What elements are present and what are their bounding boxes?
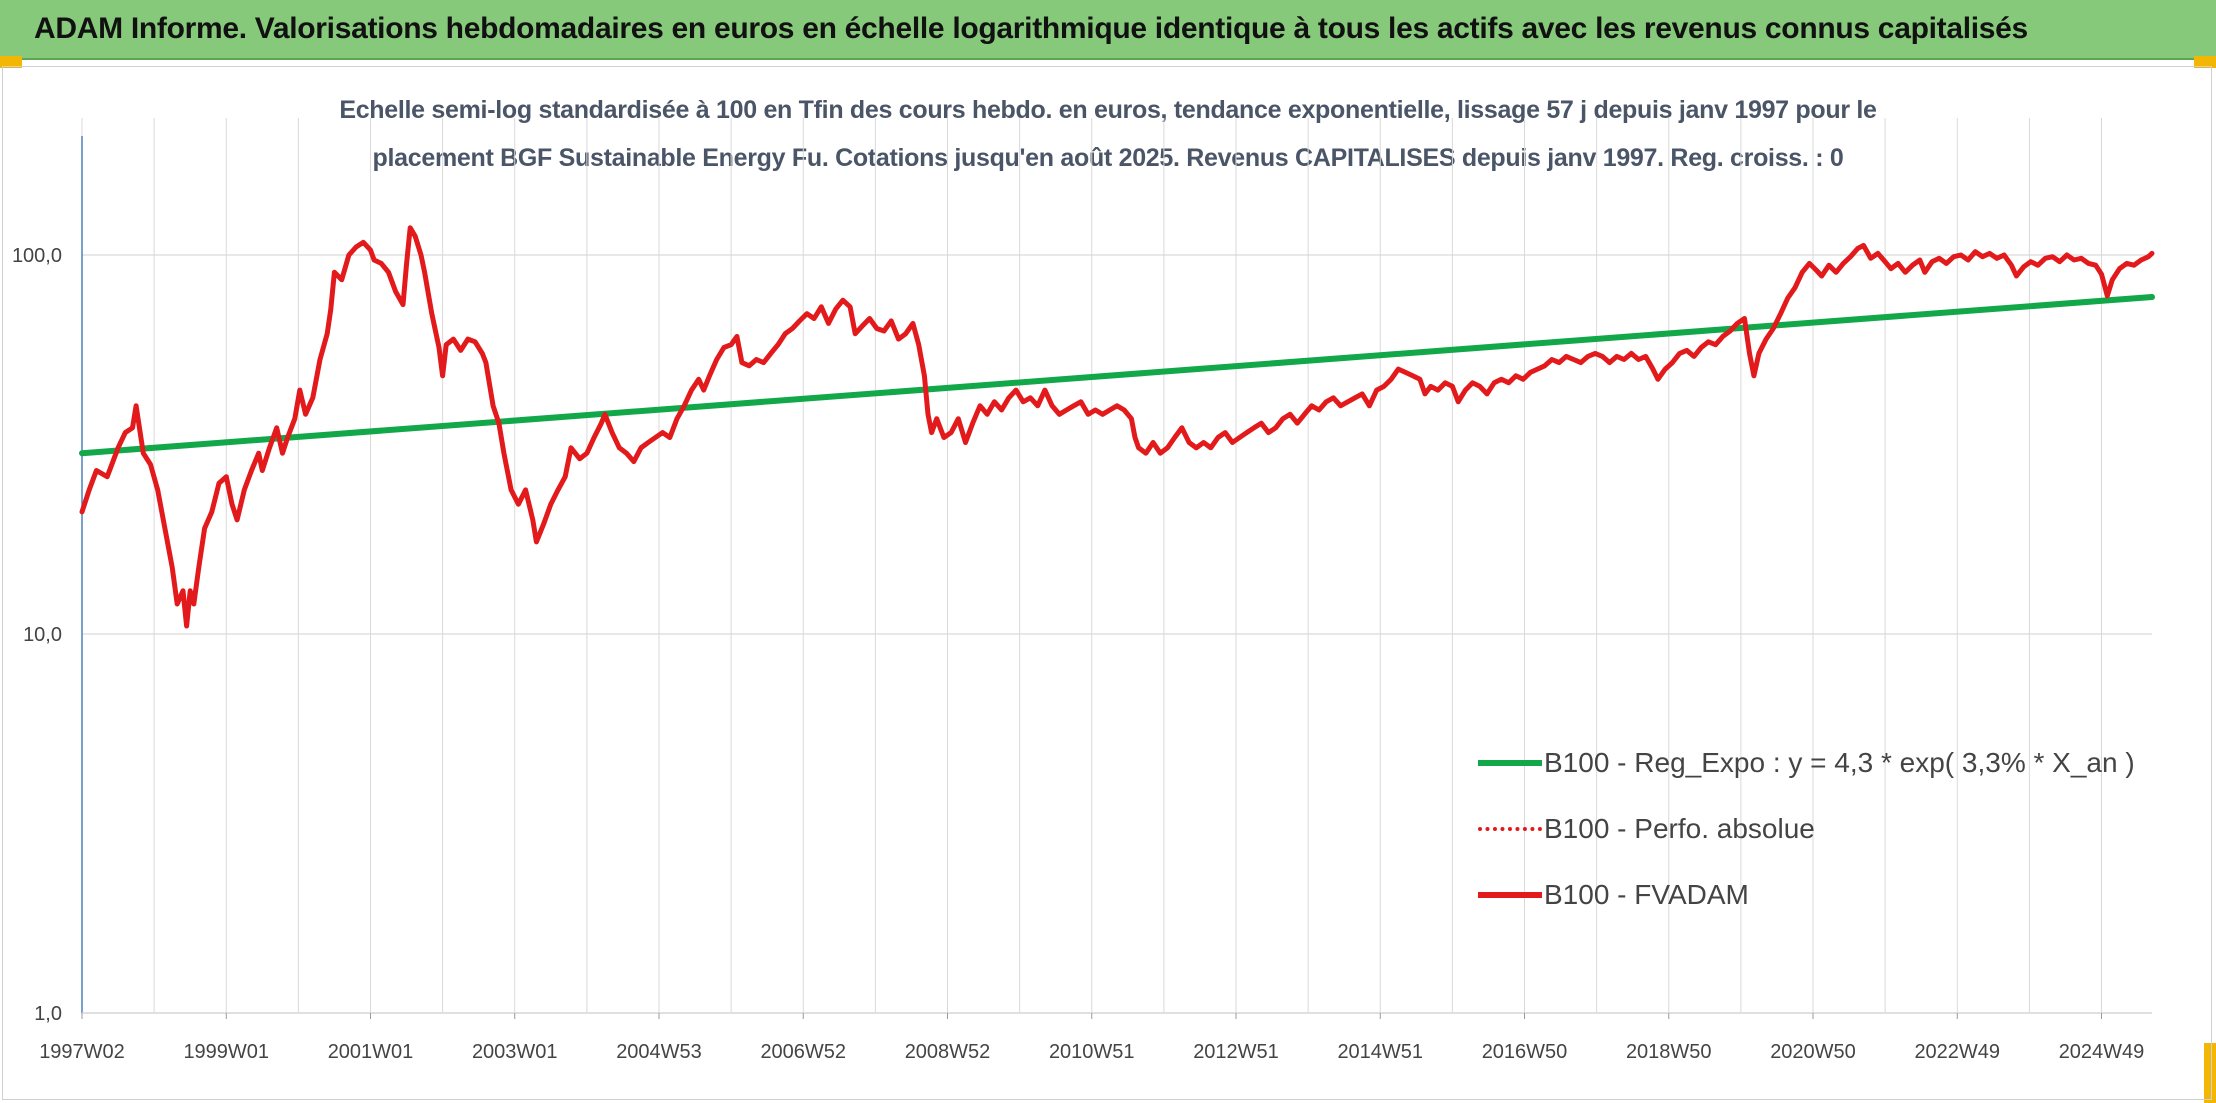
axis-ticks: 100,0 10,0 1,0 1997W02 1999W01 2001W01 2003W01…: [12, 136, 2152, 1063]
y-tick-label: 1,0: [34, 1003, 62, 1025]
x-tick-label: 2004W53: [616, 1041, 702, 1063]
x-tick-label: 1997W02: [39, 1041, 125, 1063]
legend-swatch-fvadam: [1478, 892, 1542, 898]
page-title: ADAM Informe. Valorisations hebdomadaire…: [0, 0, 2216, 60]
x-tick-label: 2018W50: [1626, 1041, 1712, 1063]
x-tick-label: 2001W01: [328, 1041, 414, 1063]
legend-item-absolute: B100 - Perfo. absolue: [1478, 796, 2135, 862]
series-line-solid-green: [79, 294, 2155, 457]
x-tick-label: 2008W52: [905, 1041, 991, 1063]
x-tick-label: 2014W51: [1337, 1041, 1423, 1063]
x-tick-label: 2010W51: [1049, 1041, 1135, 1063]
legend: B100 - Reg_Expo : y = 4,3 * exp( 3,3% * …: [1478, 730, 2135, 928]
x-tick-label: 2020W50: [1770, 1041, 1856, 1063]
x-tick-label: 2012W51: [1193, 1041, 1279, 1063]
legend-swatch-absolute: [1478, 827, 1542, 831]
legend-label-fvadam: B100 - FVADAM: [1544, 879, 1749, 910]
y-tick-label: 100,0: [12, 245, 62, 267]
series-line-solid-red: [79, 225, 2155, 629]
x-tick-label: 2003W01: [472, 1041, 558, 1063]
x-tick-label: 1999W01: [183, 1041, 269, 1063]
legend-item-trend: B100 - Reg_Expo : y = 4,3 * exp( 3,3% * …: [1478, 730, 2135, 796]
corner-marker-right: [2194, 56, 2216, 68]
x-tick-label: 2022W49: [1914, 1041, 2000, 1063]
chart-frame: [2, 66, 2212, 1100]
legend-label-absolute: B100 - Perfo. absolue: [1544, 813, 1815, 844]
series-layer: [79, 225, 2155, 629]
x-tick-label: 2006W52: [760, 1041, 846, 1063]
x-tick-label: 2024W49: [2059, 1041, 2145, 1063]
legend-swatch-trend: [1478, 760, 1542, 766]
y-tick-label: 10,0: [23, 624, 62, 646]
corner-marker-bottom-right: [2204, 1043, 2216, 1103]
legend-label-trend: B100 - Reg_Expo : y = 4,3 * exp( 3,3% * …: [1544, 747, 2135, 778]
legend-item-fvadam: B100 - FVADAM: [1478, 862, 2135, 928]
chart-title: Echelle semi-log standardisée à 100 en T…: [339, 96, 1877, 124]
corner-marker-left: [0, 56, 22, 68]
x-tick-label: 2016W50: [1482, 1041, 1568, 1063]
chart-subtitle: placement BGF Sustainable Energy Fu. Cot…: [372, 144, 1844, 172]
